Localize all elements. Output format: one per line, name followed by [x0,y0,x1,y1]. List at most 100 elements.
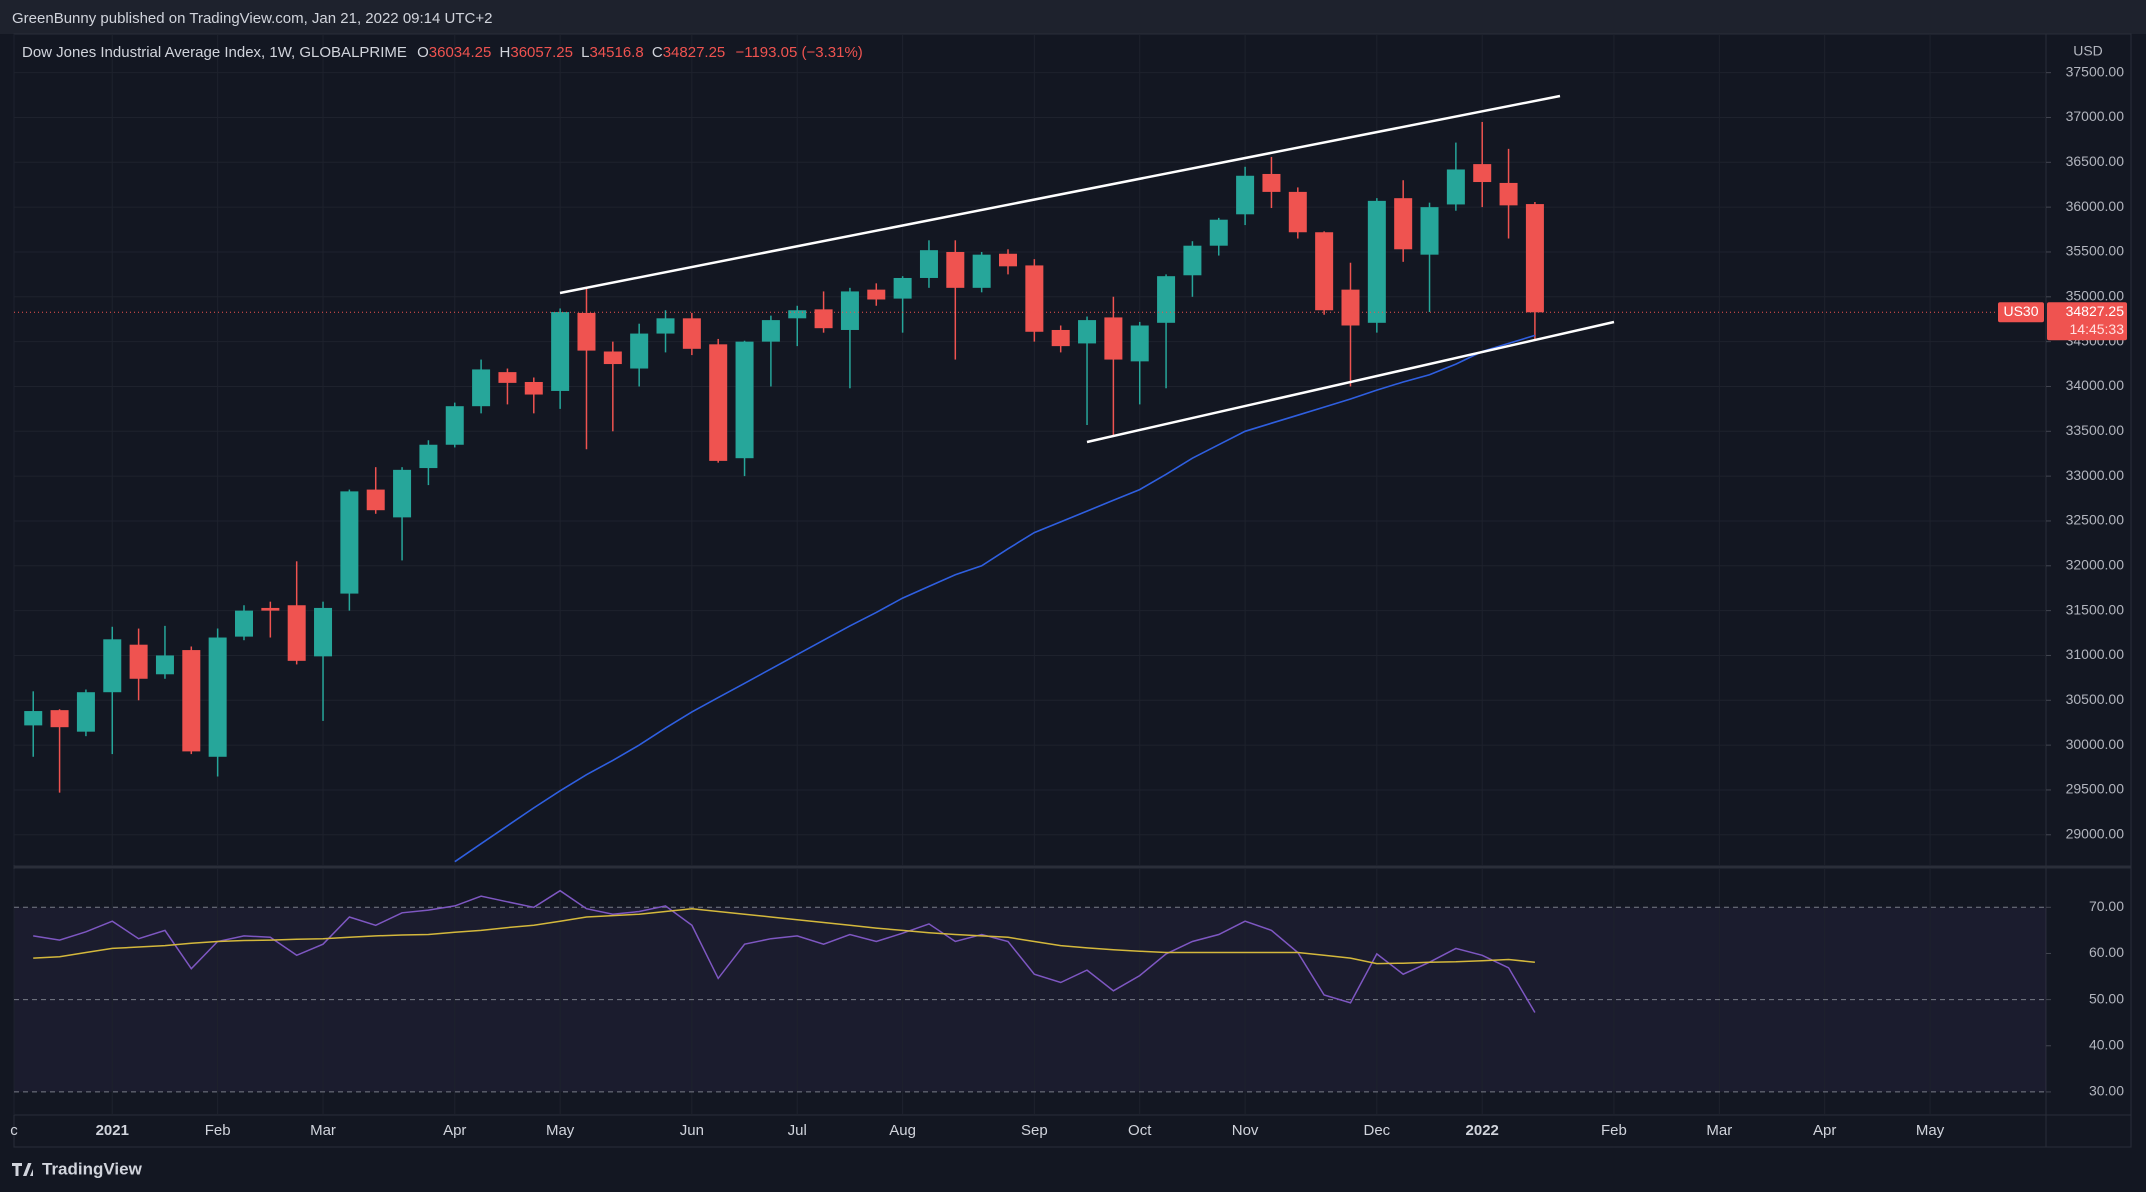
candle-body [1394,198,1413,250]
x-tick-label: May [546,1122,575,1139]
candle-body [103,639,122,693]
x-tick-label: Jul [788,1122,807,1139]
candle-body [419,444,438,469]
rsi-line [33,907,1535,965]
moving-average [454,334,1536,863]
price-box [2047,302,2127,341]
candle-body [1078,320,1097,344]
x-tick-label: Apr [443,1122,466,1139]
candle-body [1525,204,1544,313]
y-tick-label: 36000.00 [2066,198,2125,214]
y-tick-label: 36500.00 [2066,153,2125,169]
y-tick-label: 29000.00 [2066,825,2125,841]
y-tick-label: 35500.00 [2066,243,2125,259]
legend-high: 36057.25 [510,44,573,61]
candle-body [261,607,280,611]
candle-body [999,253,1018,267]
x-tick-label: Jun [680,1122,704,1139]
x-tick-label: May [1916,1122,1945,1139]
x-tick-label: Feb [205,1122,231,1139]
candle-body [1288,191,1307,233]
candle-body [867,289,886,300]
currency: USD [2073,43,2103,59]
x-tick-label: Oct [1128,1122,1152,1139]
y-tick-label: 30.00 [2089,1083,2124,1099]
x-tick-label: Apr [1813,1122,1836,1139]
candle-body [1446,169,1465,205]
candle-body [1499,182,1518,206]
y-tick-label: 32500.00 [2066,512,2125,528]
x-tick-label: Mar [310,1122,336,1139]
candle-body [1262,173,1281,192]
legend-open: 36034.25 [429,44,492,61]
y-tick-label: 33500.00 [2066,422,2125,438]
candle-body [1473,164,1492,183]
candle-body [946,251,965,288]
candle-body [129,644,148,679]
price-label: 34827.25 [2066,303,2125,319]
candle-body [366,489,385,511]
candle-body [972,254,991,288]
candle-body [76,692,95,732]
candle-body [761,320,780,342]
rsi-band [14,907,2046,1092]
y-tick-label: 50.00 [2089,990,2124,1006]
candle-body [735,341,754,459]
grid [13,34,2046,1115]
y-tick-label: 30500.00 [2066,691,2125,707]
candle-body [577,312,596,351]
y-tick-label: 30000.00 [2066,736,2125,752]
symbol-box [1998,302,2044,323]
legend-o: O [417,44,429,61]
y-tick-label: 34000.00 [2066,377,2125,393]
legend-low: 34516.8 [589,44,643,61]
x-tick-label: 2022 [1466,1122,1499,1139]
candle-body [1236,175,1255,215]
candle-body [1183,245,1202,276]
candle-body [1130,325,1149,362]
publisher: GreenBunny published on TradingView.com,… [12,10,492,27]
x-tick-label: 2021 [96,1122,129,1139]
candle-body [1104,317,1123,360]
y-tick-label: 31000.00 [2066,646,2125,662]
trend-line-lower [1086,320,1615,444]
symbol-label: US30 [2003,303,2038,319]
x-tick-label: Nov [1232,1122,1259,1139]
candle-body [287,605,306,661]
y-tick-label: 29500.00 [2066,781,2125,797]
y-tick-label: 37500.00 [2066,63,2125,79]
candle-body [709,344,728,461]
candle-body [1367,200,1386,323]
candle-body [603,351,622,365]
y-tick-label: 37000.00 [2066,108,2125,124]
legend-l: L [581,44,589,61]
countdown: 14:45:33 [2070,321,2125,337]
candle-body [1051,329,1070,347]
header-bar [0,0,2146,34]
candle-body [50,710,69,728]
x-tick-label: c [10,1122,18,1139]
candle-body [1341,289,1360,326]
candle-body [472,369,491,407]
candle-body [340,491,359,594]
y-tick-label: 32000.00 [2066,556,2125,572]
candle-body [314,607,333,657]
x-tick-label: Dec [1363,1122,1390,1139]
candle-body [682,318,701,349]
logo-icon [12,1163,33,1176]
x-tick-label: Mar [1706,1122,1732,1139]
y-tick-label: 33000.00 [2066,467,2125,483]
candle-body [1420,207,1439,255]
x-tick-label: Sep [1021,1122,1048,1139]
candle-body [814,309,833,329]
y-tick-label: 70.00 [2089,898,2124,914]
candle-body [524,381,543,395]
footer-text: TradingView [42,1159,143,1178]
candle-body [1025,265,1044,332]
candle-body [893,277,912,299]
candle-body [656,318,675,334]
candle-body [1209,219,1228,246]
legend-close: 34827.25 [663,44,726,61]
candle-body [788,310,807,319]
